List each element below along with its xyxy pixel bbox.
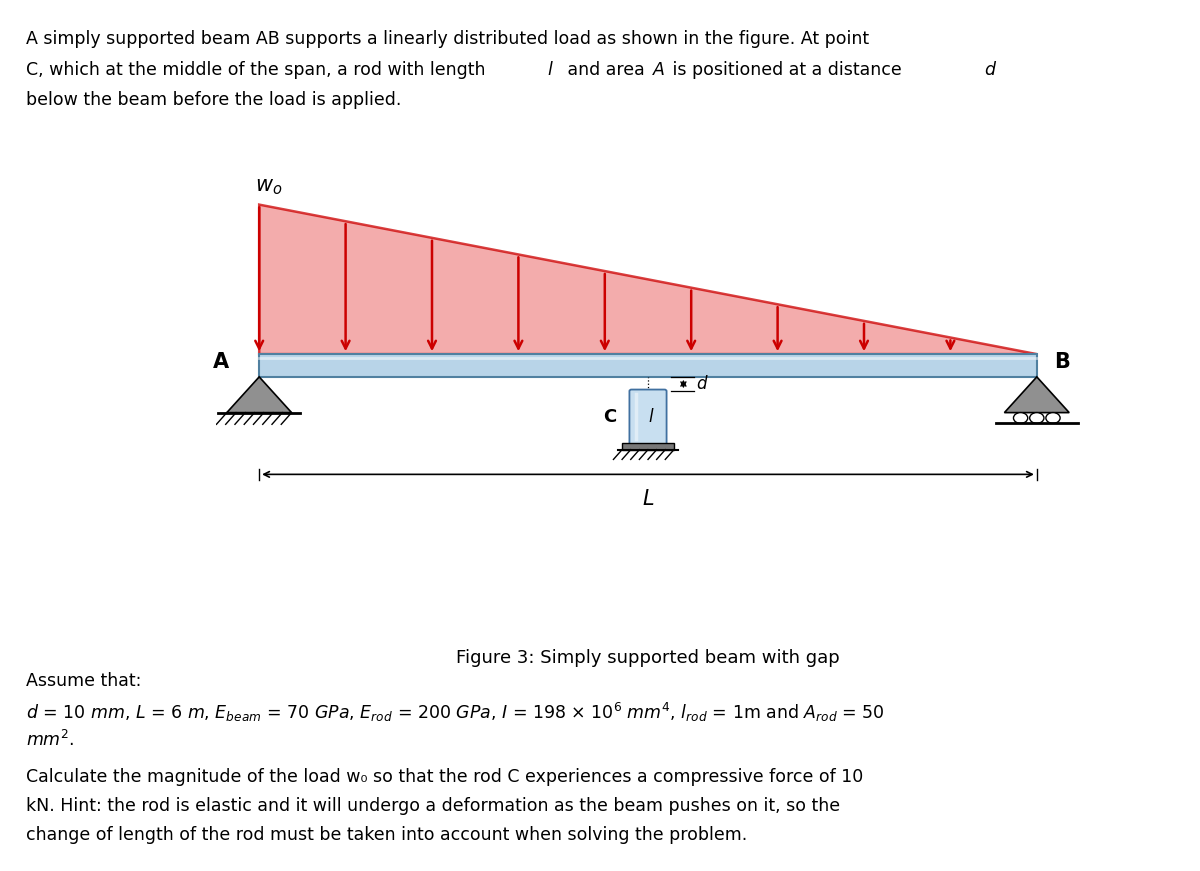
- Text: below the beam before the load is applied.: below the beam before the load is applie…: [26, 91, 402, 110]
- Text: $A$: $A$: [652, 61, 665, 79]
- Polygon shape: [227, 377, 292, 413]
- FancyBboxPatch shape: [630, 389, 666, 445]
- Circle shape: [1046, 413, 1060, 423]
- Text: $d$: $d$: [696, 375, 709, 393]
- Text: Assume that:: Assume that:: [26, 672, 142, 691]
- Text: is positioned at a distance: is positioned at a distance: [667, 61, 907, 79]
- Text: Figure 3: Simply supported beam with gap: Figure 3: Simply supported beam with gap: [456, 649, 840, 667]
- Text: $d$: $d$: [984, 61, 997, 79]
- Circle shape: [1030, 413, 1044, 423]
- Text: change of length of the rod must be taken into account when solving the problem.: change of length of the rod must be take…: [26, 826, 748, 844]
- Text: kN. Hint: the rod is elastic and it will undergo a deformation as the beam pushe: kN. Hint: the rod is elastic and it will…: [26, 797, 840, 815]
- Text: and area: and area: [562, 61, 650, 79]
- Text: A simply supported beam AB supports a linearly distributed load as shown in the : A simply supported beam AB supports a li…: [26, 30, 870, 49]
- Text: A: A: [212, 352, 229, 372]
- Text: $mm^2$.: $mm^2$.: [26, 730, 74, 750]
- Bar: [259, 354, 1037, 377]
- Text: $d$ = 10 $mm$, $L$ = 6 $m$, $E_{\mathit{beam}}$ = 70 $GPa$, $E_{\mathit{rod}}$ =: $d$ = 10 $mm$, $L$ = 6 $m$, $E_{\mathit{…: [26, 701, 886, 725]
- Text: $\it{l}$: $\it{l}$: [648, 408, 655, 426]
- Text: $l$: $l$: [547, 61, 554, 79]
- Text: Calculate the magnitude of the load w₀ so that the rod C experiences a compressi: Calculate the magnitude of the load w₀ s…: [26, 768, 864, 787]
- Text: $w_o$: $w_o$: [254, 177, 282, 197]
- Text: C: C: [602, 408, 616, 426]
- Text: C, which at the middle of the span, a rod with length: C, which at the middle of the span, a ro…: [26, 61, 492, 79]
- Circle shape: [1014, 413, 1027, 423]
- Text: $L$: $L$: [642, 489, 654, 509]
- Polygon shape: [259, 205, 1037, 354]
- Polygon shape: [1004, 377, 1069, 413]
- Bar: [622, 443, 674, 449]
- Text: B: B: [1054, 352, 1070, 372]
